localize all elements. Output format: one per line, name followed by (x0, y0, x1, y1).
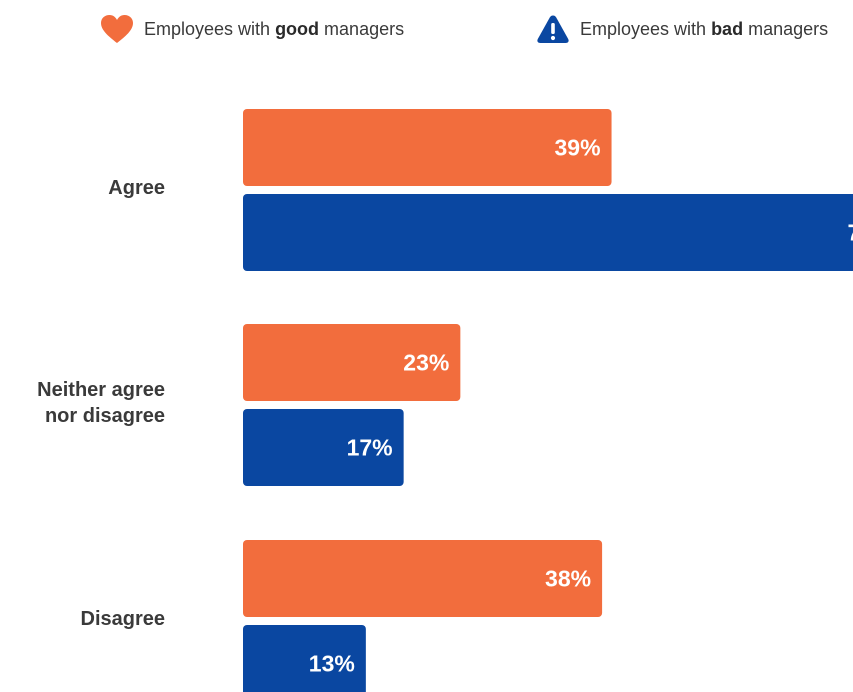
legend-good-label: Employees with good managers (144, 18, 405, 39)
bar-value-label: 13% (309, 651, 355, 677)
category-label-line: nor disagree (44, 405, 165, 427)
bar-value-label: 38% (545, 566, 591, 592)
warning-triangle-icon (537, 15, 569, 43)
bar-good-2 (243, 540, 603, 617)
category-label-line: Disagree (80, 608, 166, 630)
heart-icon (101, 15, 133, 43)
bar-bad-1 (243, 409, 404, 486)
category-label: Disagree (0, 606, 166, 632)
category-label-line: Neither agree (37, 379, 165, 401)
legend-item-good: Employees with good managers (100, 14, 404, 44)
category-label-line: Agree (108, 177, 165, 199)
legend-item-bad: Employees with bad managers (536, 14, 828, 44)
bar-good-0 (243, 109, 612, 186)
bar-value-label: 23% (403, 350, 449, 376)
category-label: Neither agree nor disagree (0, 377, 165, 429)
bar-good-1 (243, 324, 461, 401)
bar-value-label: 17% (347, 435, 393, 461)
bar-value-label: 39% (555, 135, 601, 161)
bar-value-label: 70% (847, 220, 853, 246)
bar-bad-2 (243, 625, 366, 692)
bar-bad-0 (243, 194, 853, 271)
category-label: Agree (0, 175, 165, 201)
legend-bad-label: Employees with bad managers (580, 18, 829, 39)
